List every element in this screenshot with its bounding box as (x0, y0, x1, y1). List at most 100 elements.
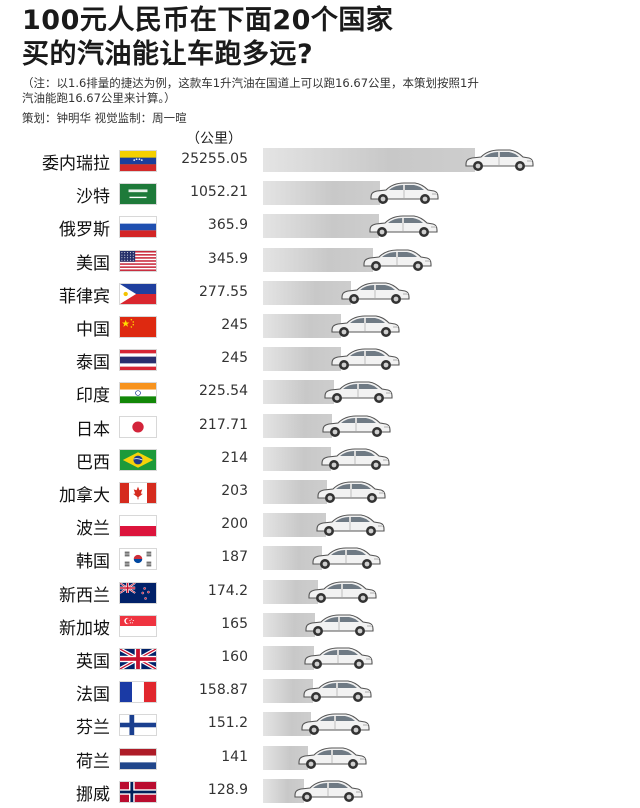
country-label: 韩国 (76, 552, 110, 573)
netherlands-flag-icon (119, 747, 157, 770)
car-icon (319, 444, 391, 472)
canada-flag-icon (119, 482, 157, 504)
chart-row: 加拿大 203 (0, 475, 640, 508)
saudi-flag-icon (119, 183, 157, 206)
value-label: 245 (221, 350, 248, 367)
korea-flag-icon (119, 548, 157, 571)
new-zealand-flag-icon (119, 581, 157, 604)
country-label: 芬兰 (76, 718, 110, 739)
chart-row: 印度 225.54 (0, 375, 640, 408)
philippines-flag-icon (119, 282, 157, 305)
country-label: 泰国 (76, 353, 110, 374)
bar (263, 214, 379, 239)
bar (263, 347, 341, 372)
country-label: 日本 (76, 419, 110, 440)
chart-title: 100元人民币在下面20个国家 (22, 5, 394, 36)
country-label: 挪威 (76, 784, 110, 805)
car-icon (310, 543, 382, 571)
france-flag-icon (119, 681, 157, 704)
value-label: 225.54 (199, 383, 248, 400)
car-icon (368, 178, 440, 206)
car-icon (320, 411, 392, 439)
car-icon (299, 709, 371, 737)
car-icon (361, 245, 433, 273)
car-icon (463, 145, 535, 173)
country-label: 英国 (76, 652, 110, 672)
chart-row: 芬兰 151.2 (0, 707, 640, 740)
chart-row: 委内瑞拉 25255.05 (0, 143, 640, 176)
country-label: 波兰 (76, 519, 110, 540)
country-label: 菲律宾 (59, 286, 110, 307)
chart-row: 英国 160 (0, 641, 640, 674)
chart-row: 新加坡 165 (0, 608, 640, 641)
brazil-flag-icon (119, 448, 157, 471)
value-label: 217.71 (199, 416, 248, 433)
country-label: 新西兰 (59, 585, 110, 606)
value-label: 203 (221, 483, 248, 499)
value-label: 1052.21 (190, 184, 248, 201)
bar (263, 480, 327, 504)
chart-row: 荷兰 141 (0, 741, 640, 774)
chart-row: 中国 245 (0, 309, 640, 342)
car-icon (329, 311, 401, 339)
unit-label: （公里） (186, 131, 242, 147)
bar (263, 413, 332, 438)
chart-subtitle: 买的汽油能让车跑多远? (22, 39, 314, 70)
value-label: 141 (221, 748, 248, 765)
bar (263, 579, 318, 604)
chart-row: 泰国 245 (0, 342, 640, 375)
chart-row: 挪威 128.9 (0, 774, 640, 807)
uk-flag-icon (119, 648, 157, 670)
car-icon (315, 477, 387, 505)
thailand-flag-icon (119, 349, 157, 372)
value-label: 365.9 (207, 217, 248, 234)
japan-flag-icon (119, 415, 157, 438)
china-flag-icon (119, 316, 157, 338)
chart-row: 俄罗斯 365.9 (0, 209, 640, 242)
country-label: 法国 (76, 685, 110, 706)
car-icon (302, 643, 374, 671)
car-icon (306, 577, 378, 605)
country-label: 荷兰 (76, 751, 110, 772)
car-icon (292, 776, 364, 804)
bar (263, 380, 334, 405)
value-label: 245 (221, 317, 248, 333)
bar (263, 513, 326, 538)
poland-flag-icon (119, 515, 157, 538)
car-icon (301, 676, 373, 704)
chart-row: 韩国 187 (0, 541, 640, 574)
bar (263, 546, 322, 571)
country-label: 加拿大 (59, 486, 110, 506)
note-line-2: 汽油能跑16.67公里来计算。） (22, 91, 176, 105)
country-label: 巴西 (76, 452, 110, 473)
chart-row: 日本 217.71 (0, 409, 640, 442)
bar (263, 280, 351, 305)
value-label: 151.2 (207, 715, 248, 732)
bar (263, 247, 373, 272)
chart-row: 法国 158.87 (0, 674, 640, 707)
country-label: 沙特 (76, 187, 110, 208)
chart-row: 沙特 1052.21 (0, 176, 640, 209)
chart-row: 美国 345.9 (0, 243, 640, 276)
country-label: 俄罗斯 (59, 220, 110, 241)
chart-row: 波兰 200 (0, 508, 640, 541)
car-icon (367, 211, 439, 239)
car-icon (296, 743, 368, 771)
credits: 策划：钟明华 视觉监制：周一暄 (22, 111, 187, 125)
chart-row: 巴西 214 (0, 442, 640, 475)
note-line-1: （注：以1.6排量的捷达为例，这款车1升汽油在国道上可以跑16.67公里，本策划… (22, 76, 479, 90)
usa-flag-icon (119, 249, 157, 272)
bar (263, 181, 380, 206)
chart-row: 新西兰 174.2 (0, 575, 640, 608)
india-flag-icon (119, 382, 157, 405)
country-label: 新加坡 (59, 618, 110, 639)
car-icon (329, 344, 401, 372)
car-icon (322, 377, 394, 405)
value-label: 174.2 (207, 582, 248, 599)
russia-flag-icon (119, 216, 157, 239)
bar (263, 314, 341, 338)
chart-row: 菲律宾 277.55 (0, 276, 640, 309)
bar (263, 612, 315, 637)
value-label: 200 (221, 516, 248, 533)
